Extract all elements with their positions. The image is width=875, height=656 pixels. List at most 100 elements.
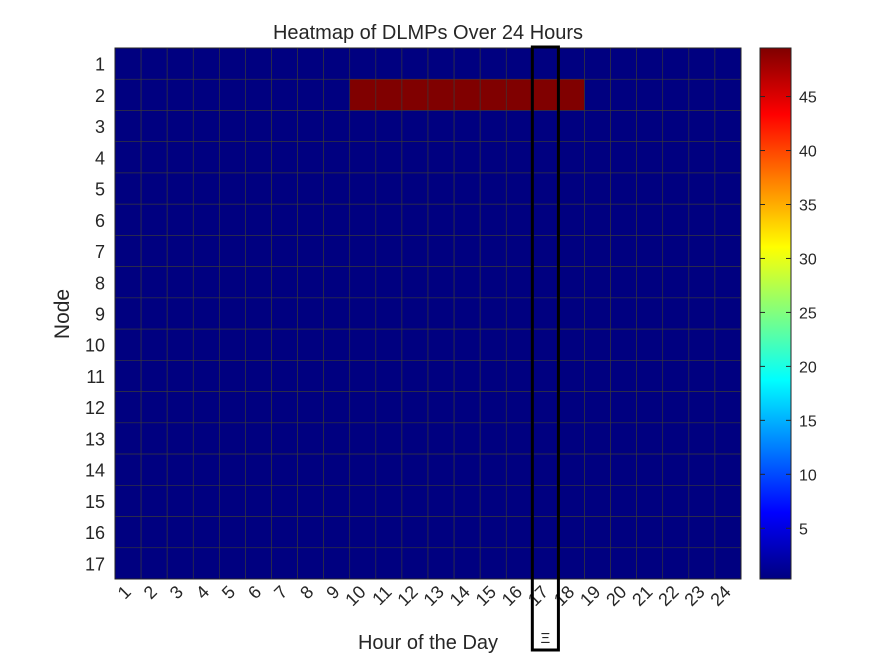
heatmap-cell <box>584 453 611 486</box>
heatmap-cell <box>532 297 559 330</box>
heatmap-cell <box>558 547 585 580</box>
heatmap-cell <box>114 235 142 267</box>
heatmap-cell <box>245 110 272 143</box>
heatmap-cell <box>192 47 220 80</box>
heatmap-cell <box>219 547 246 580</box>
heatmap-cell <box>505 391 533 424</box>
x-tick-label: 22 <box>654 582 682 610</box>
heatmap-cell <box>479 203 507 236</box>
heatmap-cell <box>584 360 611 392</box>
heatmap-cell <box>271 391 298 424</box>
y-tick-label: 2 <box>95 86 105 106</box>
heatmap-cell <box>610 297 637 330</box>
x-tick-label: 2 <box>140 582 161 603</box>
heatmap-cell <box>192 266 220 299</box>
y-tick-label: 1 <box>95 55 105 75</box>
heatmap-cell <box>714 172 742 205</box>
colorbar-tick-label: 45 <box>799 90 817 107</box>
colorbar-tick-label: 5 <box>799 521 808 538</box>
heatmap-cell <box>453 547 481 580</box>
heatmap-cell <box>636 172 664 205</box>
heatmap-cell <box>532 78 559 111</box>
heatmap-cell <box>323 47 351 80</box>
heatmap-cell <box>505 47 533 80</box>
heatmap-cell <box>297 422 324 455</box>
heatmap-cell <box>349 328 377 361</box>
heatmap-cell <box>140 203 168 236</box>
heatmap-cell <box>688 453 716 486</box>
heatmap-cell <box>245 78 272 111</box>
heatmap-cell <box>166 391 194 424</box>
heatmap-cell <box>479 266 507 299</box>
heatmap-cell <box>505 203 533 236</box>
heatmap-cell <box>375 203 403 236</box>
heatmap-cell <box>479 235 507 267</box>
heatmap-cell <box>349 391 377 424</box>
heatmap-cell <box>401 110 429 143</box>
heatmap-cell <box>401 297 429 330</box>
heatmap-cell <box>323 78 351 111</box>
heatmap-cell <box>375 360 403 392</box>
heatmap-cell <box>558 203 585 236</box>
heatmap-cell <box>323 453 351 486</box>
x-tick-label: 23 <box>680 582 708 610</box>
heatmap-cell <box>297 453 324 486</box>
heatmap-cell <box>114 266 142 299</box>
heatmap-cell <box>219 328 246 361</box>
highlight-column-17: Ξ <box>530 45 560 652</box>
heatmap-cell <box>532 235 559 267</box>
heatmap-cell <box>558 484 585 517</box>
heatmap-cell <box>662 172 690 205</box>
heatmap-cell <box>349 141 377 174</box>
x-tick-label: 11 <box>368 582 395 609</box>
heatmap-cell <box>166 141 194 174</box>
heatmap-cell <box>584 141 611 174</box>
heatmap-cell <box>584 422 611 455</box>
heatmap-cell <box>688 297 716 330</box>
heatmap-cell <box>271 484 298 517</box>
heatmap-cell <box>192 547 220 580</box>
heatmap-cell <box>114 328 142 361</box>
heatmap-cell <box>662 78 690 111</box>
heatmap-cell <box>427 547 455 580</box>
heatmap-cell <box>349 297 377 330</box>
heatmap-cell <box>323 360 351 392</box>
heatmap-cell <box>479 328 507 361</box>
heatmap-cell <box>166 47 194 80</box>
y-tick-label: 16 <box>85 523 105 543</box>
heatmap-cell <box>140 453 168 486</box>
heatmap-cell <box>662 297 690 330</box>
heatmap-cell <box>505 547 533 580</box>
heatmap-cell <box>532 47 559 80</box>
heatmap-cell <box>166 203 194 236</box>
heatmap-cell <box>271 422 298 455</box>
heatmap-cell <box>453 297 481 330</box>
heatmap-cell <box>714 47 742 80</box>
heatmap-cell <box>349 484 377 517</box>
heatmap-cell <box>192 422 220 455</box>
heatmap-cell <box>584 391 611 424</box>
heatmap-cell <box>688 47 716 80</box>
heatmap-cell <box>636 360 664 392</box>
colorbar-gradient <box>759 47 792 580</box>
heatmap-cell <box>192 141 220 174</box>
heatmap-cell <box>505 141 533 174</box>
heatmap-cell <box>219 391 246 424</box>
heatmap-cell <box>427 453 455 486</box>
heatmap-cell <box>636 516 664 549</box>
heatmap-cell <box>375 484 403 517</box>
heatmap-cell <box>245 484 272 517</box>
heatmap-cell <box>140 141 168 174</box>
heatmap-cell <box>375 453 403 486</box>
heatmap-cell <box>401 391 429 424</box>
heatmap-cell <box>688 141 716 174</box>
heatmap-cell <box>114 484 142 517</box>
heatmap-cell <box>192 203 220 236</box>
heatmap-cell <box>662 422 690 455</box>
heatmap-cell <box>662 47 690 80</box>
heatmap-cell <box>532 360 559 392</box>
heatmap-cell <box>636 47 664 80</box>
heatmap-cell <box>636 547 664 580</box>
